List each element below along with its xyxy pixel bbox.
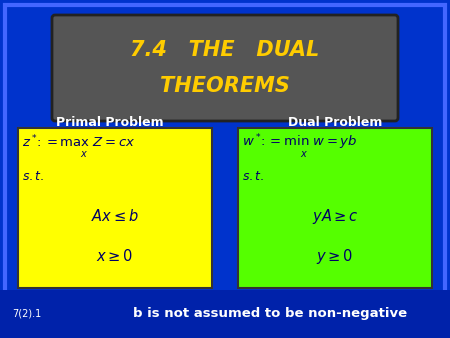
Text: Primal Problem: Primal Problem <box>56 117 164 129</box>
FancyBboxPatch shape <box>52 15 398 121</box>
Text: $x \geq 0$: $x \geq 0$ <box>96 248 134 264</box>
Text: $w^*\!\!:= \min\ w = yb$: $w^*\!\!:= \min\ w = yb$ <box>242 132 358 152</box>
Text: $Ax \leq b$: $Ax \leq b$ <box>91 208 139 224</box>
Text: $z^*\!\!:= \max\ Z = cx$: $z^*\!\!:= \max\ Z = cx$ <box>22 134 135 150</box>
Text: $x$: $x$ <box>80 149 88 159</box>
Text: $s.t.$: $s.t.$ <box>242 169 265 183</box>
Text: Dual Problem: Dual Problem <box>288 117 382 129</box>
Bar <box>238 128 432 288</box>
Text: $x$: $x$ <box>300 149 308 159</box>
Text: 7.4   THE   DUAL: 7.4 THE DUAL <box>130 40 320 60</box>
Bar <box>0 290 450 338</box>
Text: $yA \geq c$: $yA \geq c$ <box>311 207 358 225</box>
Text: b is not assumed to be non-negative: b is not assumed to be non-negative <box>133 308 407 320</box>
Text: 7(2).1: 7(2).1 <box>12 309 41 319</box>
Text: $y \geq 0$: $y \geq 0$ <box>316 246 354 266</box>
Bar <box>18 128 212 288</box>
Text: THEOREMS: THEOREMS <box>160 76 290 96</box>
Text: $s.t.$: $s.t.$ <box>22 169 45 183</box>
